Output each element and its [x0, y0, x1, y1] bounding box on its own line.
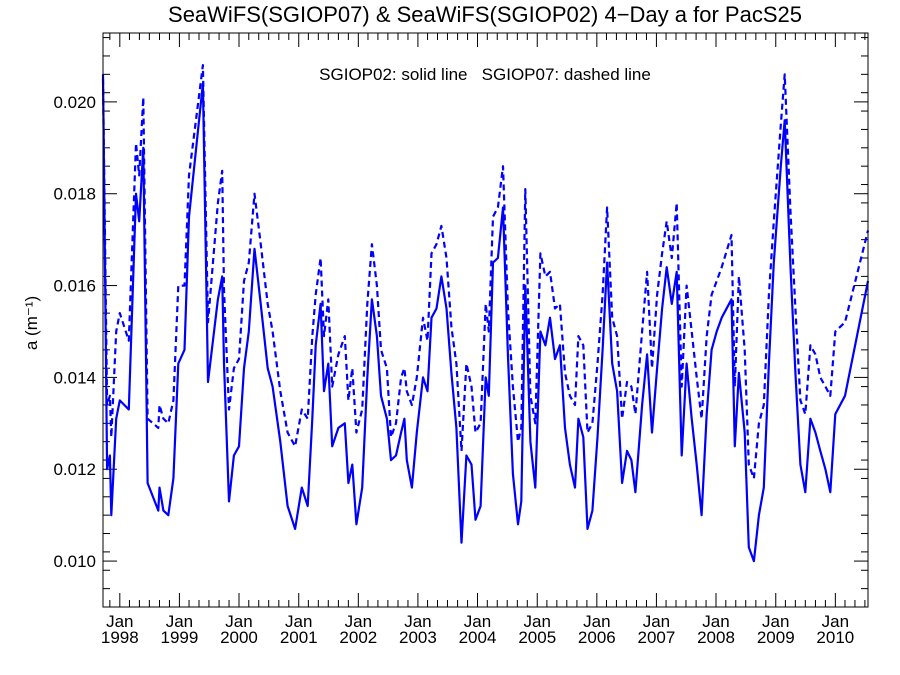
chart-title: SeaWiFS(SGIOP07) & SeaWiFS(SGIOP02) 4−Da…: [168, 2, 802, 27]
series-line-sgiop07: [101, 63, 870, 480]
x-tick-label-year: 1998: [101, 628, 139, 647]
x-tick-label-year: 2005: [518, 628, 556, 647]
y-tick-label: 0.012: [53, 460, 96, 479]
x-tick-label-month: Jan: [225, 612, 252, 631]
x-tick-label-month: Jan: [762, 612, 789, 631]
x-tick-label-year: 2007: [638, 628, 676, 647]
x-tick-label-year: 2003: [399, 628, 437, 647]
x-tick-label-month: Jan: [464, 612, 491, 631]
x-tick-label-year: 2000: [220, 628, 258, 647]
series-line-sgiop02: [101, 74, 870, 563]
x-tick-label-year: 2010: [816, 628, 854, 647]
x-tick-label-year: 2009: [757, 628, 795, 647]
x-tick-label-month: Jan: [404, 612, 431, 631]
y-tick-label: 0.014: [53, 368, 96, 387]
x-tick-label-year: 2008: [697, 628, 735, 647]
x-tick-label-year: 2004: [459, 628, 497, 647]
y-tick-label: 0.016: [53, 277, 96, 296]
y-axis-label: a (m⁻¹): [22, 296, 41, 350]
y-tick-label: 0.010: [53, 552, 96, 571]
x-tick-label-month: Jan: [822, 612, 849, 631]
x-tick-label-month: Jan: [345, 612, 372, 631]
x-tick-label-month: Jan: [285, 612, 312, 631]
x-tick-label-month: Jan: [166, 612, 193, 631]
y-tick-label: 0.018: [53, 185, 96, 204]
x-tick-label-month: Jan: [583, 612, 610, 631]
y-tick-label: 0.020: [53, 93, 96, 112]
x-tick-label-month: Jan: [643, 612, 670, 631]
plot-area: 0.0100.0120.0140.0160.0180.020Jan1998Jan…: [53, 33, 870, 647]
x-tick-label-year: 2002: [339, 628, 377, 647]
x-tick-label-month: Jan: [524, 612, 551, 631]
x-tick-label-month: Jan: [106, 612, 133, 631]
x-tick-label-year: 2006: [578, 628, 616, 647]
x-tick-label-year: 1999: [160, 628, 198, 647]
x-tick-label-month: Jan: [702, 612, 729, 631]
plot-frame: [102, 32, 869, 608]
chart-annotation: SGIOP02: solid line SGIOP07: dashed line: [319, 65, 651, 84]
x-tick-label-year: 2001: [280, 628, 318, 647]
